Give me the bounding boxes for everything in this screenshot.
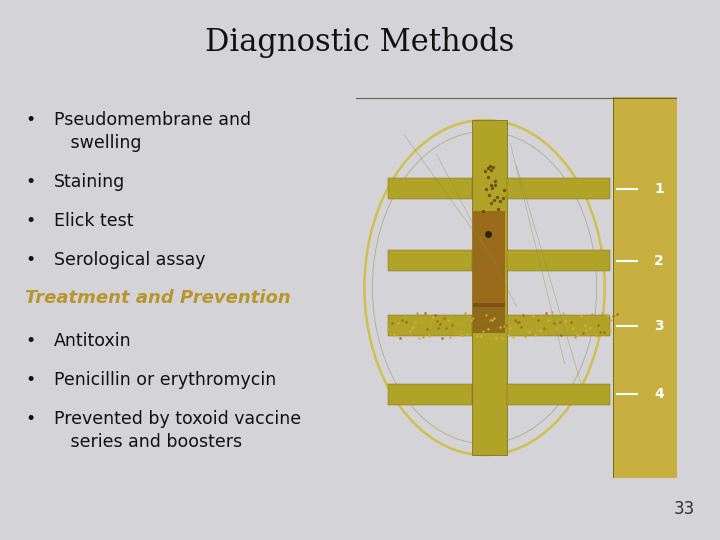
Bar: [473, 303, 505, 333]
Text: 33: 33: [673, 501, 695, 518]
Text: 1: 1: [654, 181, 664, 195]
Bar: [473, 212, 505, 307]
Text: •: •: [25, 410, 35, 428]
Text: •: •: [25, 173, 35, 191]
Bar: [507, 315, 610, 336]
Text: Elick test: Elick test: [54, 212, 133, 230]
Bar: [472, 120, 507, 455]
Bar: [613, 97, 677, 478]
Bar: [389, 315, 472, 336]
Text: •: •: [25, 251, 35, 268]
Text: •: •: [25, 111, 35, 129]
Bar: [389, 251, 472, 272]
Text: Treatment and Prevention: Treatment and Prevention: [25, 289, 291, 307]
Text: Penicillin or erythromycin: Penicillin or erythromycin: [54, 371, 276, 389]
Bar: [507, 384, 610, 404]
Text: Serological assay: Serological assay: [54, 251, 205, 268]
Text: 3: 3: [654, 319, 664, 333]
Bar: [389, 384, 472, 404]
Bar: [389, 178, 472, 199]
Text: Prevented by toxoid vaccine
   series and boosters: Prevented by toxoid vaccine series and b…: [54, 410, 301, 451]
Bar: [507, 178, 610, 199]
Text: •: •: [25, 371, 35, 389]
Bar: [507, 251, 610, 272]
Text: Antitoxin: Antitoxin: [54, 332, 132, 350]
Text: 4: 4: [654, 387, 664, 401]
Text: Staining: Staining: [54, 173, 125, 191]
Text: 2: 2: [654, 254, 664, 268]
Text: •: •: [25, 212, 35, 230]
Text: •: •: [25, 332, 35, 350]
Text: Pseudomembrane and
   swelling: Pseudomembrane and swelling: [54, 111, 251, 152]
Text: Diagnostic Methods: Diagnostic Methods: [205, 27, 515, 58]
